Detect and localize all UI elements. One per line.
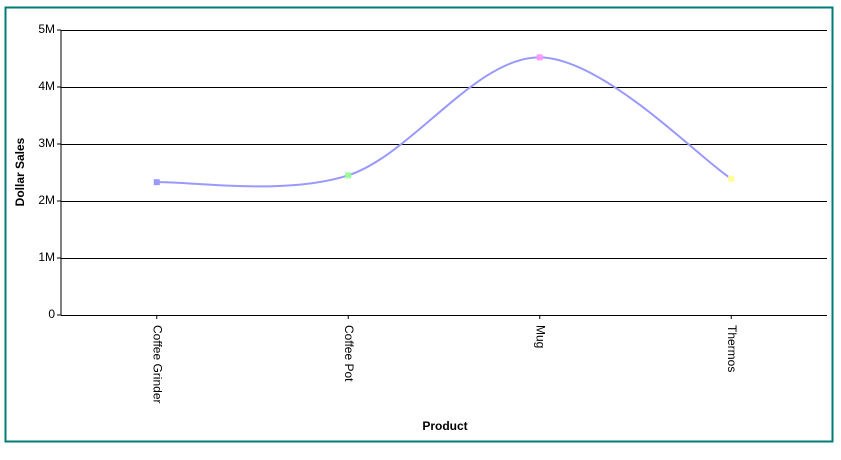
point — [728, 175, 735, 182]
y-tick-label: 4M — [38, 79, 55, 93]
point — [536, 54, 543, 61]
x-tick-label: Coffee Grinder — [151, 325, 165, 404]
y-tick-label: 3M — [38, 136, 55, 150]
y-tick-label: 2M — [38, 193, 55, 207]
y-tick-label: 1M — [38, 250, 55, 264]
x-tick-label: Coffee Pot — [342, 325, 356, 382]
x-tick-label: Mug — [534, 325, 548, 348]
x-axis-title: Product — [422, 419, 467, 433]
y-tick-label: 0 — [48, 307, 55, 321]
line — [156, 56, 732, 188]
y-axis-title: Dollar Sales — [13, 137, 27, 206]
y-tick-label: 5M — [38, 22, 55, 36]
frame — [4, 6, 834, 443]
point — [153, 179, 160, 186]
x-tick-label: Thermos — [725, 325, 739, 372]
point — [345, 172, 352, 179]
